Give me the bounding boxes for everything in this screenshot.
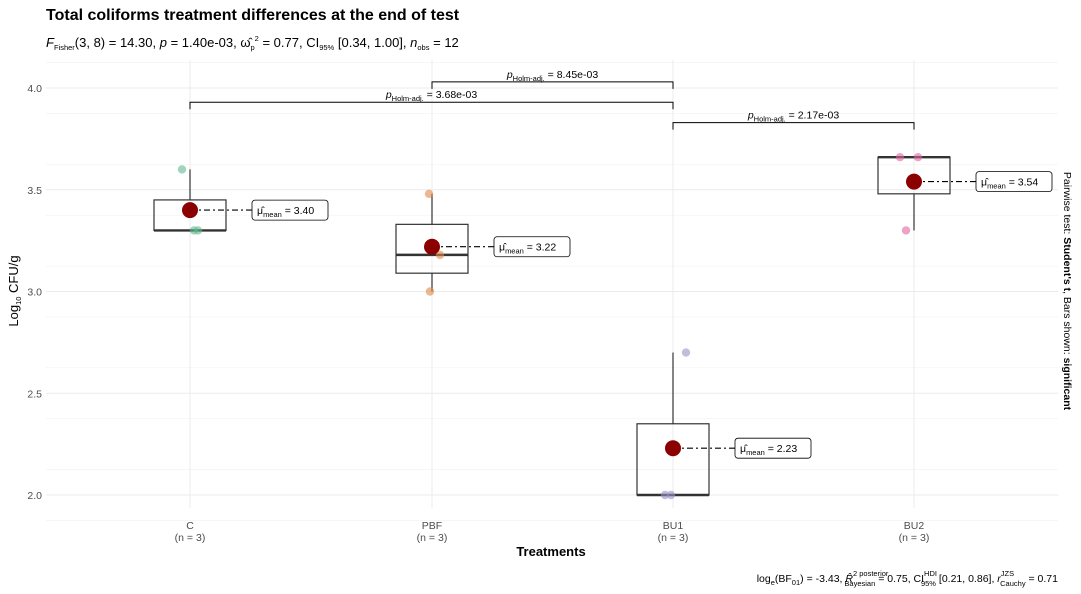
y-axis: 2.0 2.5 3.0 3.5 4.0 xyxy=(27,83,42,502)
data-point xyxy=(425,287,435,296)
x-tick-label: BU1 xyxy=(663,520,684,532)
data-point xyxy=(681,348,691,357)
bracket-label: pHolm-adj. = 2.17e-03 xyxy=(747,110,840,124)
mean-label: μ̂mean = 3.22 xyxy=(499,242,556,256)
subtitle-p-value: 1.40e-03 xyxy=(182,35,233,50)
bracket-line xyxy=(672,122,915,130)
x-tick-n-label: (n = 3) xyxy=(175,532,206,544)
bracket-line xyxy=(431,81,674,89)
data-points xyxy=(177,152,923,500)
data-point xyxy=(193,226,203,235)
mean-markers: μ̂mean = 3.40 μ̂mean = 3.22 μ̂mean = 2.23 μ… xyxy=(182,171,1053,459)
y-axis-title: Log10 CFU/g xyxy=(6,255,23,326)
data-point xyxy=(435,250,445,260)
caption-ci: [0.21, 0.86] xyxy=(939,573,992,585)
data-point xyxy=(660,490,670,500)
data-point xyxy=(895,152,905,162)
bracket-line xyxy=(189,101,674,110)
mean-label-box xyxy=(975,171,1053,193)
subtitle-n-obs: 12 xyxy=(444,35,458,50)
mean-label-box xyxy=(493,236,571,258)
mean-point xyxy=(182,202,198,219)
significance-brackets: pHolm-adj. = 8.45e-03 pHolm-adj. = 3.68e-… xyxy=(189,69,915,130)
x-tick-label: C xyxy=(186,520,194,532)
mean-point xyxy=(424,238,440,255)
mean-label-box xyxy=(734,437,812,459)
mean-point xyxy=(665,440,681,457)
grid xyxy=(46,60,1058,521)
pairwise-test-label: Pairwise test: Student's t, Bars shown: … xyxy=(1061,172,1073,411)
caption-r-cauchy: = 0.71 xyxy=(1029,573,1059,585)
chart-title: Total coliforms treatment differences at… xyxy=(46,7,460,24)
bracket-label: pHolm-adj. = 3.68e-03 xyxy=(385,89,478,103)
y-tick-label: 4.0 xyxy=(27,83,42,95)
mean-point xyxy=(906,173,922,190)
subtitle-ci: [0.34, 1.00] xyxy=(338,35,403,50)
caption-bf: = -3.43 xyxy=(807,573,840,585)
y-tick-label: 3.0 xyxy=(27,287,42,299)
x-axis-title: Treatments xyxy=(516,544,585,559)
data-point xyxy=(913,152,923,162)
x-tick-n-label: (n = 3) xyxy=(658,532,689,544)
mean-label: μ̂mean = 3.54 xyxy=(981,177,1038,191)
x-axis: C(n = 3)PBF(n = 3)BU1(n = 3)BU2(n = 3) xyxy=(175,520,930,544)
chart-subtitle: FFisher(3, 8) = 14.30, p = 1.40e-03, ω̂p… xyxy=(46,34,459,52)
y-tick-label: 2.0 xyxy=(27,490,42,502)
subtitle-omega: 0.77 xyxy=(274,35,299,50)
mean-label: μ̂mean = 2.23 xyxy=(740,443,797,457)
chart-caption: loge(BF01) = -3.43, R̂2 posterior Bayesia… xyxy=(757,569,1058,588)
data-point xyxy=(666,490,676,500)
y-tick-label: 2.5 xyxy=(27,388,42,400)
caption-r2: = 0.75 xyxy=(878,573,908,585)
y-tick-label: 3.5 xyxy=(27,185,42,197)
x-tick-n-label: (n = 3) xyxy=(417,532,448,544)
data-point xyxy=(424,189,434,199)
box xyxy=(395,223,469,274)
mean-label: μ̂mean = 3.40 xyxy=(257,205,314,219)
subtitle-f-stat: (3, 8) = 14.30 xyxy=(75,35,153,50)
data-point xyxy=(177,165,187,174)
x-tick-label: BU2 xyxy=(904,520,925,532)
bracket-label: pHolm-adj. = 8.45e-03 xyxy=(506,69,599,83)
data-point xyxy=(901,226,911,235)
x-tick-n-label: (n = 3) xyxy=(899,532,930,544)
x-tick-label: PBF xyxy=(422,520,442,532)
mean-label-box xyxy=(251,199,329,221)
